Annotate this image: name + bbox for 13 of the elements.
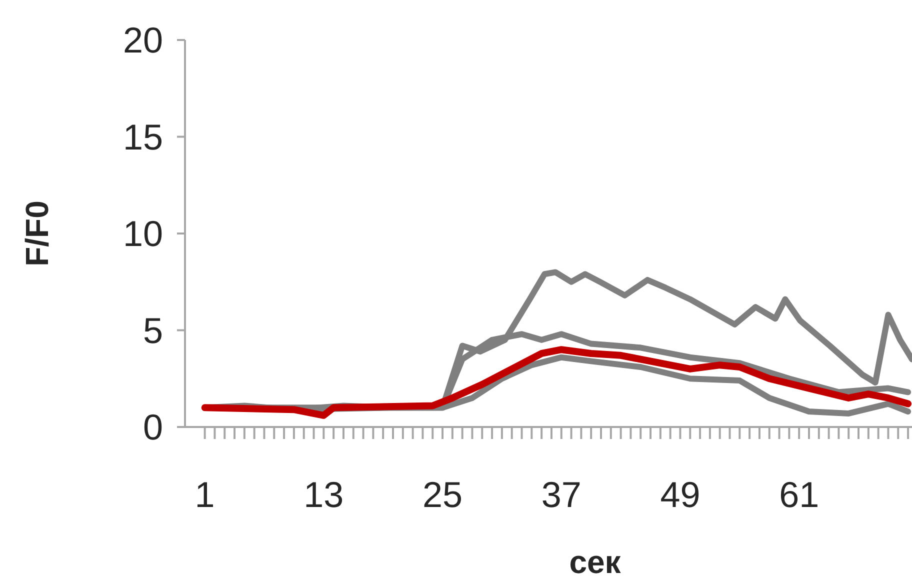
y-tick-label: 5 (142, 310, 163, 351)
x-axis-title: сек (569, 544, 622, 580)
y-tick-label: 0 (142, 406, 163, 448)
x-tick-label: 1 (194, 474, 215, 515)
y-tick-label: 10 (122, 213, 163, 254)
x-tick-label: 61 (779, 474, 820, 515)
y-axis-title: F/F0 (19, 200, 55, 266)
x-tick-label: 25 (422, 474, 463, 515)
y-tick-label: 15 (122, 116, 163, 158)
x-tick-label: 37 (541, 474, 582, 515)
y-tick-label: 20 (122, 20, 163, 61)
x-tick-label: 13 (304, 474, 344, 515)
x-tick-label: 49 (660, 474, 700, 515)
